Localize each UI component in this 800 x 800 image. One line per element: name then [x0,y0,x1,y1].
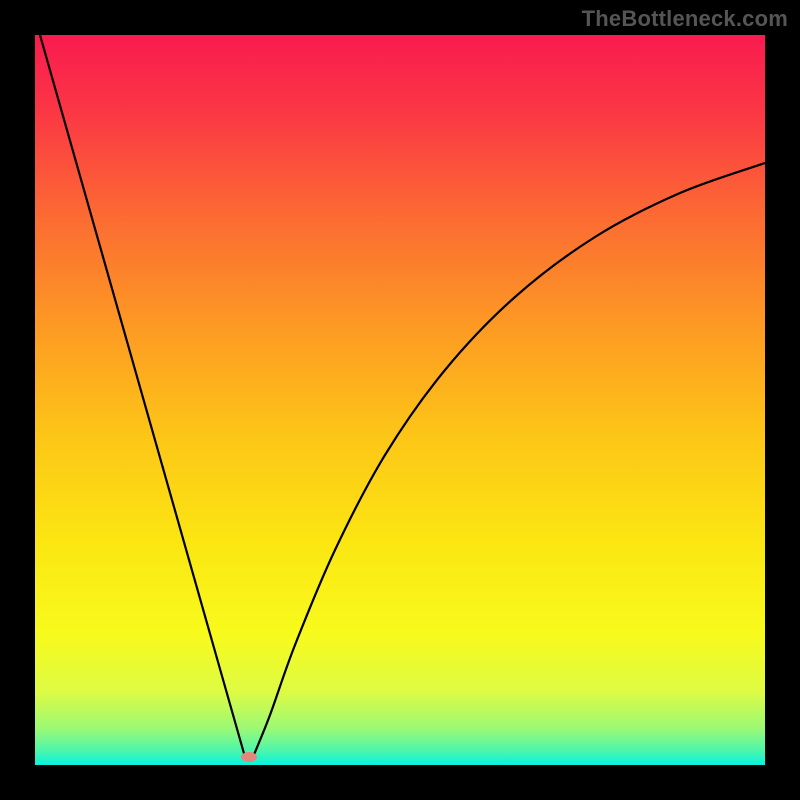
chart-frame: TheBottleneck.com [0,0,800,800]
curve-left-branch [40,35,245,757]
curve-right-branch [253,163,765,757]
curve-layer [35,35,765,765]
plot-area [35,35,765,765]
valley-marker [241,752,257,762]
watermark-text: TheBottleneck.com [582,6,788,32]
